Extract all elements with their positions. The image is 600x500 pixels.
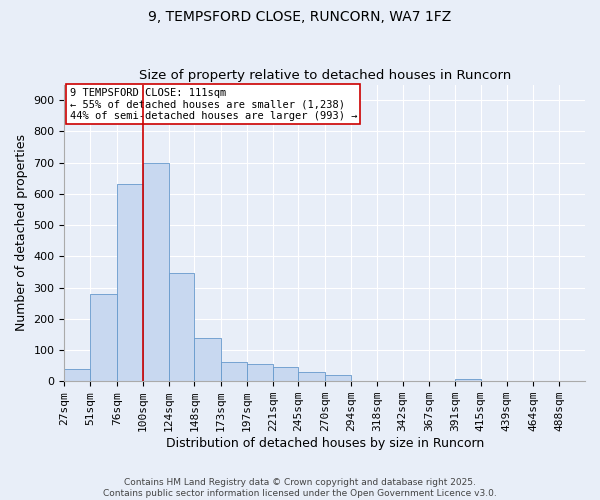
Bar xyxy=(64,368,90,381)
Bar xyxy=(272,367,298,381)
Bar xyxy=(143,162,169,381)
Bar xyxy=(325,375,351,381)
Bar xyxy=(298,372,325,381)
Bar xyxy=(117,184,143,381)
Bar xyxy=(194,338,221,381)
Bar xyxy=(455,378,481,381)
Y-axis label: Number of detached properties: Number of detached properties xyxy=(15,134,28,332)
Bar xyxy=(169,274,194,381)
X-axis label: Distribution of detached houses by size in Runcorn: Distribution of detached houses by size … xyxy=(166,437,484,450)
Title: Size of property relative to detached houses in Runcorn: Size of property relative to detached ho… xyxy=(139,69,511,82)
Text: 9 TEMPSFORD CLOSE: 111sqm
← 55% of detached houses are smaller (1,238)
44% of se: 9 TEMPSFORD CLOSE: 111sqm ← 55% of detac… xyxy=(70,88,357,120)
Text: Contains HM Land Registry data © Crown copyright and database right 2025.
Contai: Contains HM Land Registry data © Crown c… xyxy=(103,478,497,498)
Bar xyxy=(247,364,272,381)
Bar xyxy=(90,294,117,381)
Text: 9, TEMPSFORD CLOSE, RUNCORN, WA7 1FZ: 9, TEMPSFORD CLOSE, RUNCORN, WA7 1FZ xyxy=(148,10,452,24)
Bar xyxy=(221,362,247,381)
